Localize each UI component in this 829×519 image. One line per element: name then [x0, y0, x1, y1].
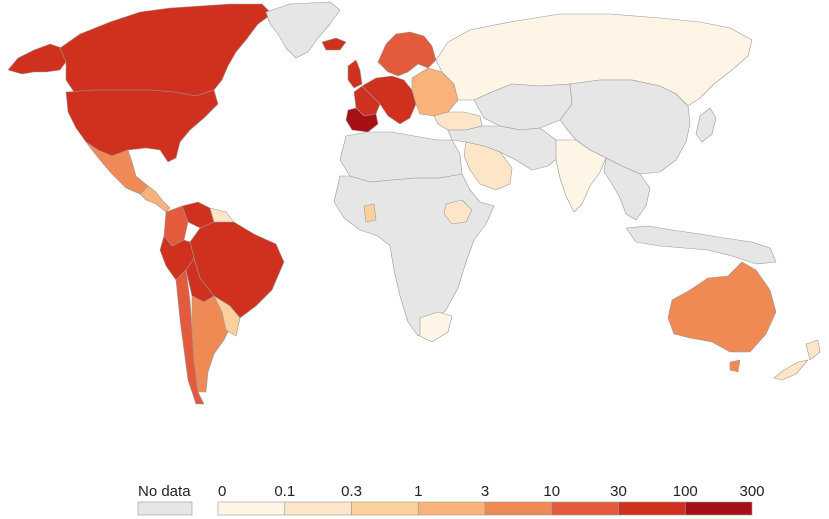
region-chile — [175, 269, 205, 405]
legend-tick-label: 0 — [218, 483, 226, 500]
legend-tick-label: 0.1 — [274, 483, 295, 500]
legend-tick-label: 1 — [414, 483, 422, 500]
region-uruguay-paraguay — [213, 295, 241, 337]
region-new-zealand — [773, 339, 821, 381]
region-china-mongolia — [559, 79, 691, 175]
region-africa — [333, 173, 495, 337]
region-india — [555, 139, 607, 213]
legend-tick-label: 100 — [673, 483, 698, 500]
region-turkey — [433, 111, 483, 131]
region-uk — [347, 59, 363, 89]
legend-color-scale — [217, 501, 753, 516]
legend-no-data-swatch — [137, 501, 193, 516]
region-alaska — [7, 43, 67, 75]
legend-tick-label: 10 — [543, 483, 560, 500]
legend-tick-label: 0.3 — [341, 483, 362, 500]
region-saudi-arabia — [463, 141, 513, 191]
legend-tick-label: 300 — [739, 483, 764, 500]
region-usa — [65, 89, 219, 163]
region-ghana — [363, 203, 377, 223]
legend: No data 0 0.1 0.3 1 3 10 30 100 300 — [137, 483, 765, 516]
legend-bin-7 — [684, 501, 753, 516]
region-tasmania — [729, 359, 741, 373]
region-australia — [667, 261, 777, 353]
legend-bin-4 — [484, 501, 553, 516]
legend-bin-5 — [551, 501, 619, 516]
region-iceland — [321, 37, 347, 51]
countries-layer — [7, 1, 821, 405]
legend-bin-0 — [217, 501, 286, 516]
region-ethiopia — [443, 199, 473, 225]
region-greenland — [265, 1, 341, 59]
legend-tick-label: 3 — [481, 483, 489, 500]
legend-bin-6 — [618, 501, 686, 516]
region-southeast-asia — [603, 157, 651, 221]
region-central-america — [139, 185, 171, 213]
region-south-africa — [419, 311, 453, 343]
region-japan — [695, 107, 717, 143]
legend-tick-label: 30 — [610, 483, 627, 500]
legend-no-data-label: No data — [138, 483, 191, 500]
legend-bin-1 — [284, 501, 352, 516]
legend-bin-3 — [417, 501, 486, 516]
region-north-africa — [339, 131, 463, 183]
region-indonesia-png — [625, 225, 777, 265]
legend-tick-labels: 0 0.1 0.3 1 3 10 30 100 300 — [218, 483, 765, 500]
legend-bin-2 — [351, 501, 419, 516]
region-spain — [345, 107, 379, 133]
region-canada — [59, 3, 273, 97]
